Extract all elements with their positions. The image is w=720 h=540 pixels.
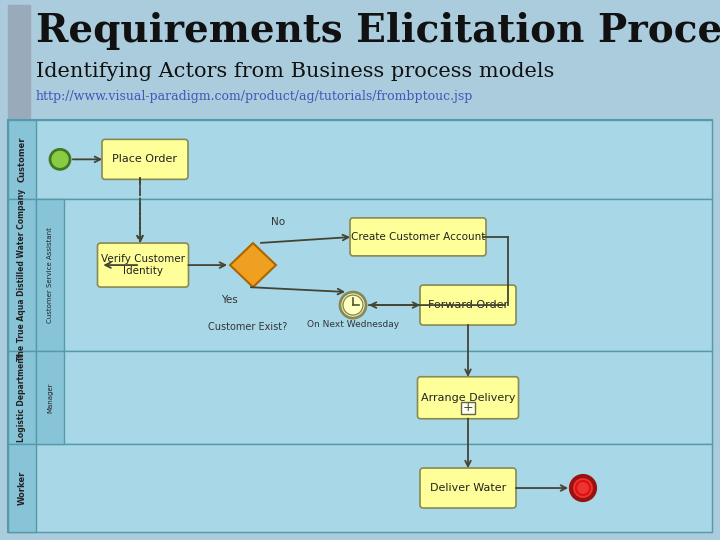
Text: Customer Exist?: Customer Exist? xyxy=(208,322,287,332)
Polygon shape xyxy=(230,243,276,287)
Bar xyxy=(8,120,712,532)
Text: +: + xyxy=(463,401,473,414)
FancyBboxPatch shape xyxy=(102,139,188,179)
Text: Deliver Water: Deliver Water xyxy=(430,483,506,493)
Text: Place Order: Place Order xyxy=(112,154,178,164)
Text: Identifying Actors from Business process models: Identifying Actors from Business process… xyxy=(36,62,554,81)
Bar xyxy=(8,5,30,118)
Bar xyxy=(8,199,36,352)
Bar xyxy=(36,199,64,352)
Text: The True Aqua Distilled Water Company: The True Aqua Distilled Water Company xyxy=(17,189,27,361)
Circle shape xyxy=(571,476,595,500)
Bar xyxy=(8,444,36,532)
FancyBboxPatch shape xyxy=(350,218,486,256)
Bar xyxy=(8,199,712,352)
Text: Worker: Worker xyxy=(17,471,27,505)
Text: Create Customer Account: Create Customer Account xyxy=(351,232,485,242)
Circle shape xyxy=(340,292,366,318)
FancyBboxPatch shape xyxy=(418,377,518,418)
Text: Customer Service Assistant: Customer Service Assistant xyxy=(47,227,53,323)
Bar xyxy=(8,120,36,199)
Bar xyxy=(8,352,712,444)
Bar xyxy=(8,444,712,532)
Circle shape xyxy=(50,150,70,170)
Circle shape xyxy=(576,481,590,495)
Text: Verify Customer
Identity: Verify Customer Identity xyxy=(101,254,185,276)
FancyBboxPatch shape xyxy=(420,285,516,325)
Bar xyxy=(36,352,64,444)
Bar xyxy=(8,352,36,444)
Text: On Next Wednesday: On Next Wednesday xyxy=(307,320,399,329)
Bar xyxy=(461,402,475,414)
Text: Manager: Manager xyxy=(47,382,53,413)
Text: Forward Order: Forward Order xyxy=(428,300,508,310)
Text: Requirements Elicitation Process: Requirements Elicitation Process xyxy=(36,12,720,50)
Circle shape xyxy=(343,295,363,315)
Text: http://www.visual-paradigm.com/product/ag/tutorials/frombptouc.jsp: http://www.visual-paradigm.com/product/a… xyxy=(36,90,473,103)
FancyBboxPatch shape xyxy=(420,468,516,508)
Text: Yes: Yes xyxy=(221,295,238,305)
FancyBboxPatch shape xyxy=(97,243,189,287)
Text: Logistic Department: Logistic Department xyxy=(17,354,27,442)
Bar xyxy=(8,120,712,199)
Text: Arrange Delivery: Arrange Delivery xyxy=(420,393,516,403)
Text: No: No xyxy=(271,217,285,227)
Text: Customer: Customer xyxy=(17,137,27,182)
